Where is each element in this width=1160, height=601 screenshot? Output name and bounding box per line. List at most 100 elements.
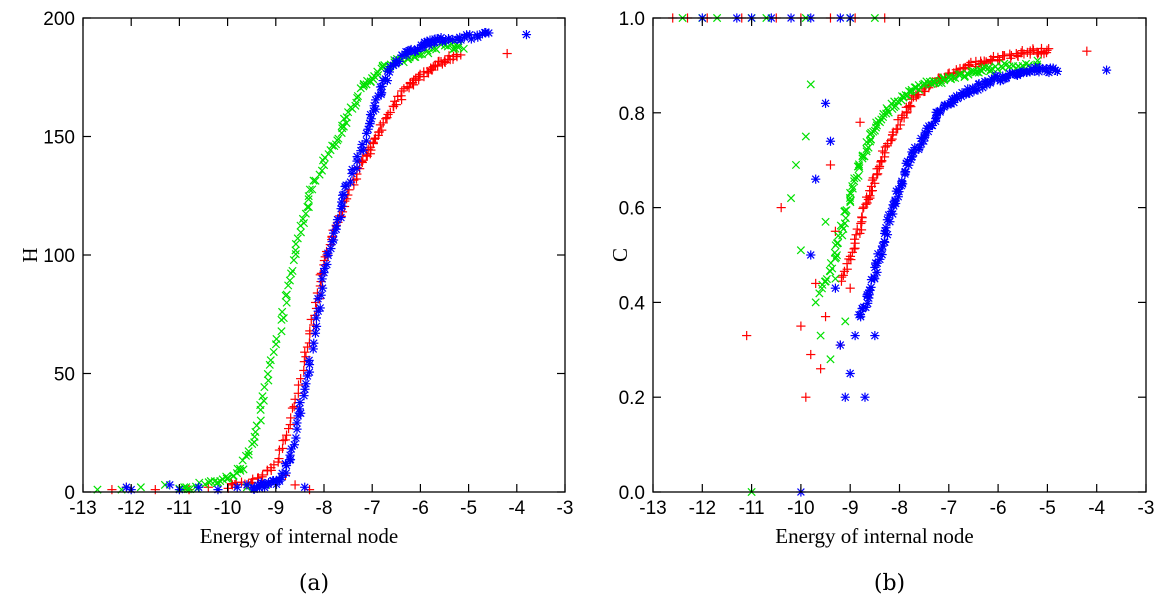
y-tick-label: 200: [43, 9, 75, 30]
x-tick-label: -13: [69, 498, 96, 519]
x-marker: [1005, 62, 1014, 71]
plus-marker: [891, 124, 901, 134]
asterisk-marker: [473, 32, 483, 42]
plus-marker: [857, 212, 867, 222]
asterisk-marker: [358, 145, 369, 155]
x-tick-label: -7: [364, 498, 381, 519]
asterisk-marker: [484, 28, 494, 38]
plus-marker: [319, 255, 330, 266]
plus-marker: [742, 330, 752, 341]
asterisk-marker: [806, 250, 816, 260]
asterisk-marker: [860, 392, 870, 402]
x-marker: [289, 256, 298, 265]
x-tick-label: -9: [267, 498, 284, 519]
asterisk-marker: [294, 404, 305, 414]
x-marker: [816, 331, 825, 340]
plus-marker: [855, 117, 865, 127]
x-marker: [801, 132, 810, 141]
x-marker: [459, 44, 468, 53]
plus-marker: [369, 134, 380, 144]
x-marker: [846, 188, 855, 197]
x-tick-label: -8: [891, 498, 908, 519]
plus-marker: [838, 270, 848, 280]
x-tick-label: -4: [508, 498, 525, 519]
asterisk-marker: [840, 392, 850, 402]
x-tick-label: -6: [412, 498, 429, 519]
plus-marker: [845, 283, 855, 293]
x-marker: [136, 483, 145, 492]
y-tick-label: 0.8: [619, 104, 645, 125]
panel-a-caption: (a): [299, 571, 329, 596]
x-marker: [291, 239, 300, 249]
x-marker: [305, 185, 314, 194]
x-marker: [251, 427, 260, 437]
asterisk-marker: [329, 228, 339, 238]
x-marker: [258, 392, 267, 401]
plus-marker: [381, 114, 391, 124]
asterisk-marker: [292, 424, 302, 434]
x-marker: [266, 356, 275, 365]
asterisk-marker: [295, 397, 305, 408]
panel-a-xlabel: Energy of internal node: [200, 524, 398, 548]
plus-marker: [845, 251, 856, 261]
x-tick-label: -4: [1088, 498, 1105, 519]
asterisk-marker: [1044, 67, 1054, 78]
x-marker: [826, 355, 835, 364]
x-tick-label: -5: [460, 498, 477, 519]
plus-marker: [895, 120, 905, 130]
asterisk-marker: [165, 480, 175, 490]
panel-b-ylabel: C: [608, 248, 632, 262]
asterisk-marker: [881, 223, 891, 233]
x-marker: [239, 465, 248, 474]
plus-marker: [1044, 44, 1054, 54]
x-tick-label: -8: [316, 498, 333, 519]
x-marker: [910, 83, 919, 92]
asterisk-marker: [300, 482, 310, 492]
plus-marker: [849, 234, 860, 244]
asterisk-marker: [869, 272, 879, 282]
x-marker: [241, 451, 251, 460]
x-marker: [948, 73, 957, 82]
plus-marker: [897, 110, 907, 120]
plus-marker: [856, 218, 866, 229]
x-marker: [304, 203, 313, 212]
x-marker: [841, 214, 850, 223]
asterisk-marker: [322, 259, 332, 270]
asterisk-marker: [337, 197, 347, 207]
y-tick-label: 150: [43, 128, 75, 149]
x-marker: [272, 334, 281, 344]
x-marker: [304, 195, 313, 204]
x-marker: [866, 137, 875, 146]
asterisk-marker: [521, 29, 532, 40]
x-marker: [288, 266, 297, 276]
plus-marker: [842, 259, 852, 269]
asterisk-marker: [285, 450, 295, 460]
asterisk-marker: [380, 74, 390, 84]
x-marker: [815, 289, 824, 298]
x-marker: [830, 248, 839, 257]
plus-marker: [280, 435, 290, 445]
x-marker: [282, 290, 291, 299]
plus-marker: [1042, 45, 1052, 55]
asterisk-marker: [866, 282, 876, 292]
plus-marker: [852, 224, 862, 234]
plus-marker: [299, 365, 309, 376]
asterisk-marker: [1101, 65, 1112, 75]
asterisk-marker: [369, 101, 379, 111]
x-marker: [921, 80, 930, 89]
x-marker: [822, 275, 831, 284]
x-marker: [791, 160, 801, 170]
plus-marker: [902, 107, 912, 117]
x-marker: [278, 307, 287, 316]
asterisk-marker: [825, 136, 836, 146]
x-marker: [855, 161, 864, 171]
x-tick-label: -11: [166, 498, 192, 519]
x-marker: [291, 250, 300, 259]
plus-marker: [867, 186, 878, 196]
plus-marker: [801, 392, 811, 402]
asterisk-marker: [336, 212, 346, 223]
panel-b-marks: [668, 13, 1112, 497]
x-marker: [293, 234, 302, 243]
asterisk-marker: [232, 482, 242, 492]
x-marker: [831, 253, 841, 262]
